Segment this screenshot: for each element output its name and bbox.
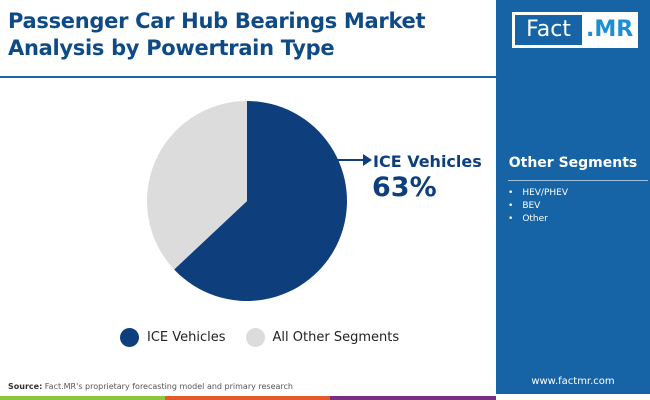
legend-swatch xyxy=(120,328,139,347)
legend-label: All Other Segments xyxy=(272,330,400,345)
source-note: Source: Fact.MR's proprietary forecastin… xyxy=(8,382,293,391)
source-label: Source: xyxy=(8,382,43,391)
legend-item-ice: ICE Vehicles xyxy=(120,328,226,347)
pie-slice-ice xyxy=(174,101,348,301)
pie-chart xyxy=(146,101,372,301)
legend-swatch xyxy=(245,328,265,347)
footer-bar-green xyxy=(0,396,165,400)
logo-fact: Fact xyxy=(515,15,582,45)
pie-slice-other xyxy=(146,101,247,270)
sidebar: Fact.MR Other Segments HEV/PHEV BEV Othe… xyxy=(496,0,650,394)
source-text: Fact.MR's proprietary forecasting model … xyxy=(42,382,294,391)
callout-label: ICE Vehicles xyxy=(373,152,482,171)
page-title: Passenger Car Hub Bearings Market Analysi… xyxy=(8,8,426,62)
title-line-1: Passenger Car Hub Bearings Market xyxy=(8,9,426,33)
title-divider xyxy=(0,76,496,78)
legend-item-other: All Other Segments xyxy=(245,328,400,347)
callout-value: 63% xyxy=(372,172,437,203)
segment-item: Other xyxy=(508,213,568,226)
callout-arrow-icon xyxy=(363,154,372,166)
footer-bar-purple xyxy=(330,396,496,400)
title-line-2: Analysis by Powertrain Type xyxy=(8,36,335,60)
segments-list: HEV/PHEV BEV Other xyxy=(508,187,568,226)
logo-mr: .MR xyxy=(586,17,634,42)
legend-label: ICE Vehicles xyxy=(147,330,226,345)
footer-bar-orange xyxy=(165,396,330,400)
factmr-logo: Fact .MR xyxy=(512,12,638,48)
website-link[interactable]: www.factmr.com xyxy=(531,376,615,387)
other-segments-title: Other Segments xyxy=(508,155,638,171)
segments-divider xyxy=(508,180,648,181)
segment-item: HEV/PHEV xyxy=(508,187,568,200)
segment-item: BEV xyxy=(508,200,568,213)
legend: ICE Vehicles All Other Segments xyxy=(120,328,399,347)
